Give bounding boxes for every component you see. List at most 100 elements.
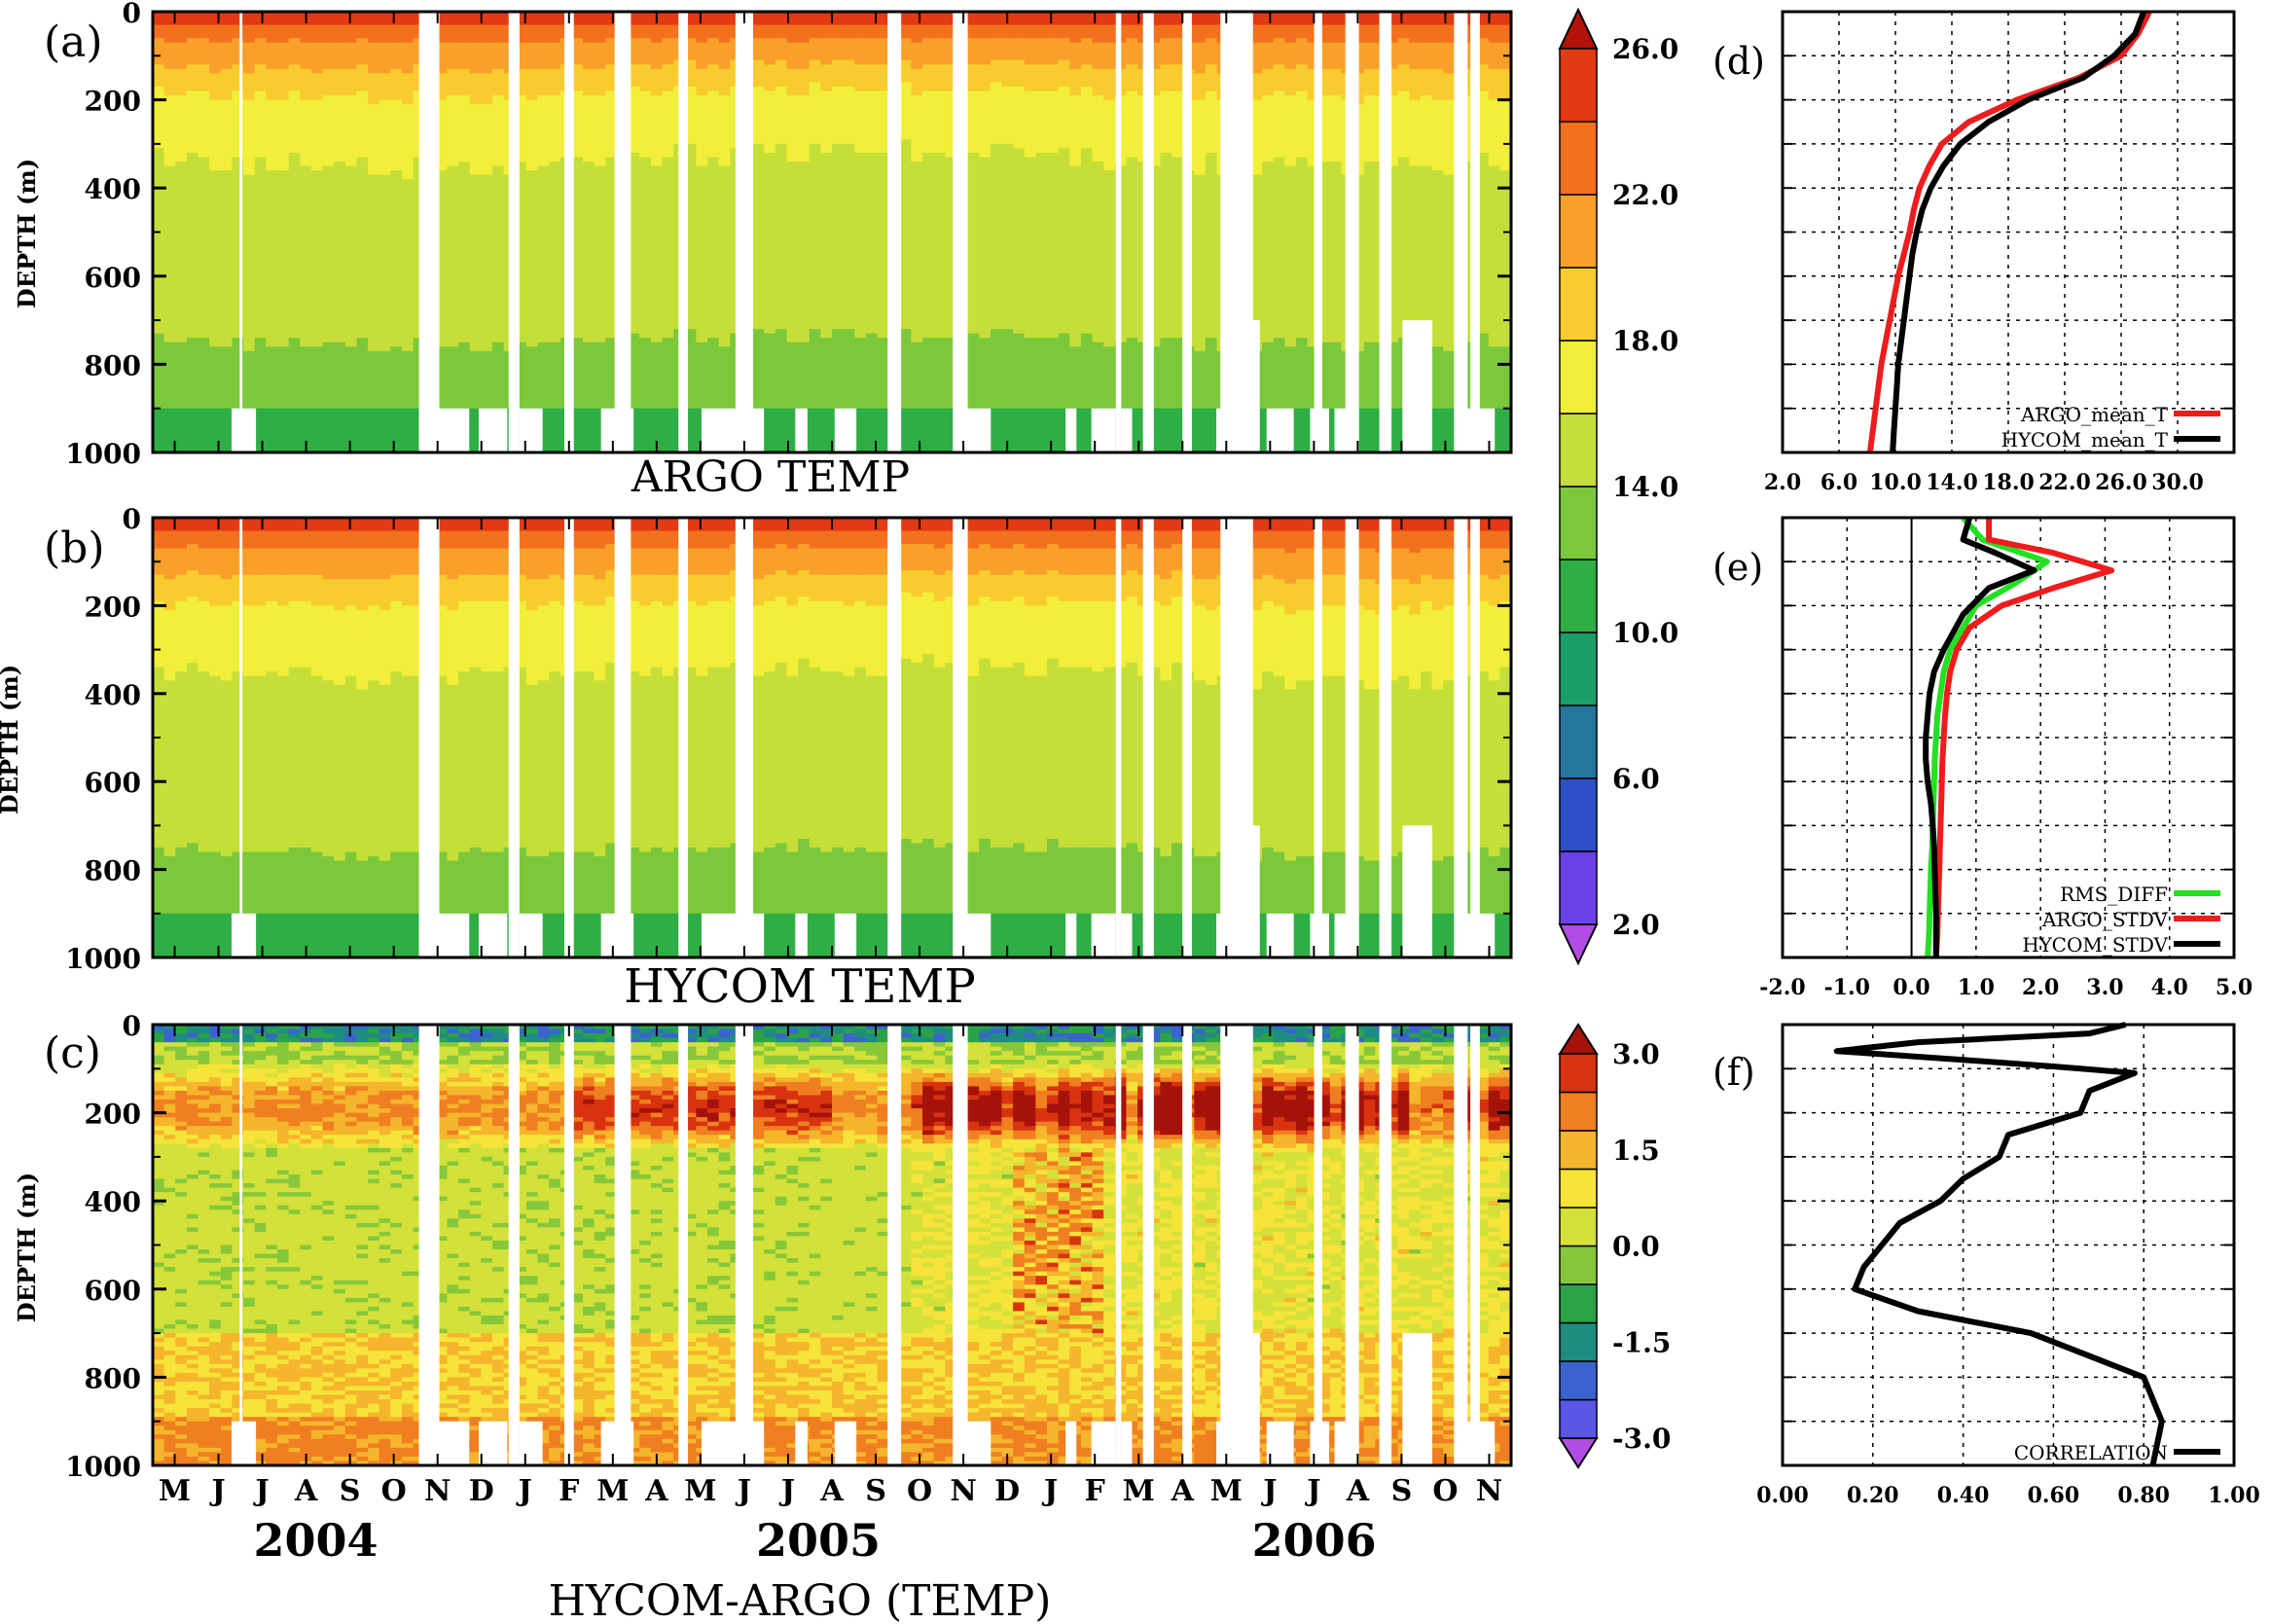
month-label: A [1346, 1474, 1370, 1508]
heatmap-c [153, 1025, 1512, 1466]
month-label: O [381, 1474, 407, 1508]
depth-tick-label: 800 [85, 855, 141, 887]
profile-x-tick-d: 30.0 [2151, 470, 2204, 495]
profile-x-tick-d: 6.0 [1820, 470, 1857, 495]
profile-x-tick-d: 18.0 [1982, 470, 2035, 495]
month-label: F [559, 1474, 579, 1508]
profile-x-tick-f: 0.00 [1756, 1483, 1809, 1508]
month-label: J [735, 1474, 751, 1508]
depth-tick-label: 800 [85, 349, 141, 381]
depth-tick-label: 600 [85, 262, 141, 294]
colorbar-diff-label: 1.5 [1612, 1135, 1660, 1167]
month-label: D [469, 1474, 494, 1508]
colorbar-temp-label: 2.0 [1612, 909, 1660, 941]
depth-tick-label: 200 [85, 1099, 141, 1131]
month-label: J [1304, 1474, 1320, 1508]
colorbar-temp-label: 10.0 [1612, 617, 1678, 649]
depth-tick-label: 0 [123, 1010, 141, 1042]
month-label: N [950, 1474, 976, 1508]
profile-x-tick-e: -2.0 [1759, 975, 1805, 1000]
profile-x-tick-e: 0.0 [1892, 975, 1929, 1000]
depth-tick-label: 600 [85, 767, 141, 799]
month-label: A [1171, 1474, 1195, 1508]
month-label: M [684, 1474, 716, 1508]
legend-CORRELATION: CORRELATION [2014, 1441, 2168, 1464]
legend-ARGO_mean_T: ARGO_mean_T [2020, 403, 2168, 426]
legend-HYCOM_STDV: HYCOM_STDV [2022, 933, 2168, 956]
legend-ARGO_STDV: ARGO_STDV [2041, 908, 2169, 931]
panel-label-d: (d) [1712, 40, 1765, 83]
heatmap-a [153, 12, 1512, 453]
depth-tick-label: 1000 [65, 438, 141, 470]
legend-RMS_DIFF: RMS_DIFF [2060, 883, 2168, 906]
colorbar-temp-label: 6.0 [1612, 763, 1660, 795]
profile-x-tick-e: 2.0 [2022, 975, 2059, 1000]
month-label: D [994, 1474, 1020, 1508]
profile-x-tick-f: 0.60 [2028, 1483, 2080, 1508]
profile-x-tick-f: 0.20 [1847, 1483, 1899, 1508]
colorbar-temp-label: 26.0 [1612, 33, 1678, 65]
colorbar-temp-label: 18.0 [1612, 325, 1678, 357]
depth-tick-label: 600 [85, 1275, 141, 1307]
month-label: A [819, 1474, 844, 1508]
month-label: O [907, 1474, 932, 1508]
profile-x-tick-d: 26.0 [2095, 470, 2147, 495]
month-label: M [1123, 1474, 1155, 1508]
month-label: M [1210, 1474, 1243, 1508]
profile-x-tick-d: 2.0 [1764, 470, 1801, 495]
depth-tick-label: 1000 [65, 943, 141, 975]
profile-x-tick-d: 10.0 [1869, 470, 1922, 495]
month-label: S [865, 1474, 886, 1508]
depth-tick-label: 200 [85, 86, 141, 118]
profile-x-tick-f: 0.80 [2117, 1483, 2170, 1508]
colorbar-diff-label: 0.0 [1612, 1231, 1660, 1263]
month-label: J [252, 1474, 269, 1508]
panel-label-e: (e) [1712, 546, 1763, 589]
colorbar-diff-label: -1.5 [1612, 1326, 1671, 1358]
depth-tick-label: 0 [123, 0, 141, 29]
month-label: O [1432, 1474, 1458, 1508]
panel-e: -2.0 -1.0 0.0 1.0 2.0 3.0 4.0 5.0RMS_DIFFARGO_S… [1712, 518, 2253, 1000]
ylabel-c: DEPTH (m) [13, 1173, 41, 1322]
depth-tick-label: 400 [85, 173, 141, 205]
month-label: A [644, 1474, 668, 1508]
month-label: N [1476, 1474, 1502, 1508]
month-label: M [159, 1474, 191, 1508]
month-label: J [1041, 1474, 1058, 1508]
colorbar-temp-label: 14.0 [1612, 471, 1678, 503]
depth-tick-label: 400 [85, 679, 141, 711]
depth-tick-label: 800 [85, 1362, 141, 1394]
depth-tick-label: 400 [85, 1186, 141, 1218]
panel-label-c: (c) [44, 1029, 101, 1078]
month-label: F [1085, 1474, 1105, 1508]
profile-x-tick-e: 4.0 [2151, 975, 2188, 1000]
depth-tick-label: 0 [123, 503, 141, 535]
heatmap-b [153, 518, 1512, 958]
colorbar-temp-label: 22.0 [1612, 179, 1678, 211]
month-label: J [208, 1474, 225, 1508]
month-label: S [1391, 1474, 1413, 1508]
title-c: HYCOM-ARGO (TEMP) [549, 1576, 1052, 1624]
depth-tick-label: 200 [85, 591, 141, 623]
colorbar-diff-label: -3.0 [1612, 1423, 1671, 1455]
month-label: S [340, 1474, 361, 1508]
ylabel-a: DEPTH (m) [13, 159, 41, 308]
profile-x-tick-d: 22.0 [2038, 470, 2091, 495]
month-label: J [1260, 1474, 1277, 1508]
year-label: 2006 [1252, 1514, 1377, 1567]
legend-HYCOM_mean_T: HYCOM_mean_T [2001, 428, 2169, 451]
year-label: 2004 [254, 1514, 378, 1567]
ylabel-b: DEPTH (m) [0, 665, 23, 814]
title-a: ARGO TEMP [631, 452, 910, 502]
panel-label-f: (f) [1712, 1051, 1755, 1094]
profile-x-tick-e: 3.0 [2086, 975, 2123, 1000]
colorbar-temperature: 2.06.010.014.018.022.026.030.0 [1560, 0, 1678, 963]
panel-d: 2.0 6.0 10.0 14.0 18.0 22.0 26.0 30.0ARGO_mean_… [1712, 12, 2234, 495]
month-label: A [294, 1474, 318, 1508]
